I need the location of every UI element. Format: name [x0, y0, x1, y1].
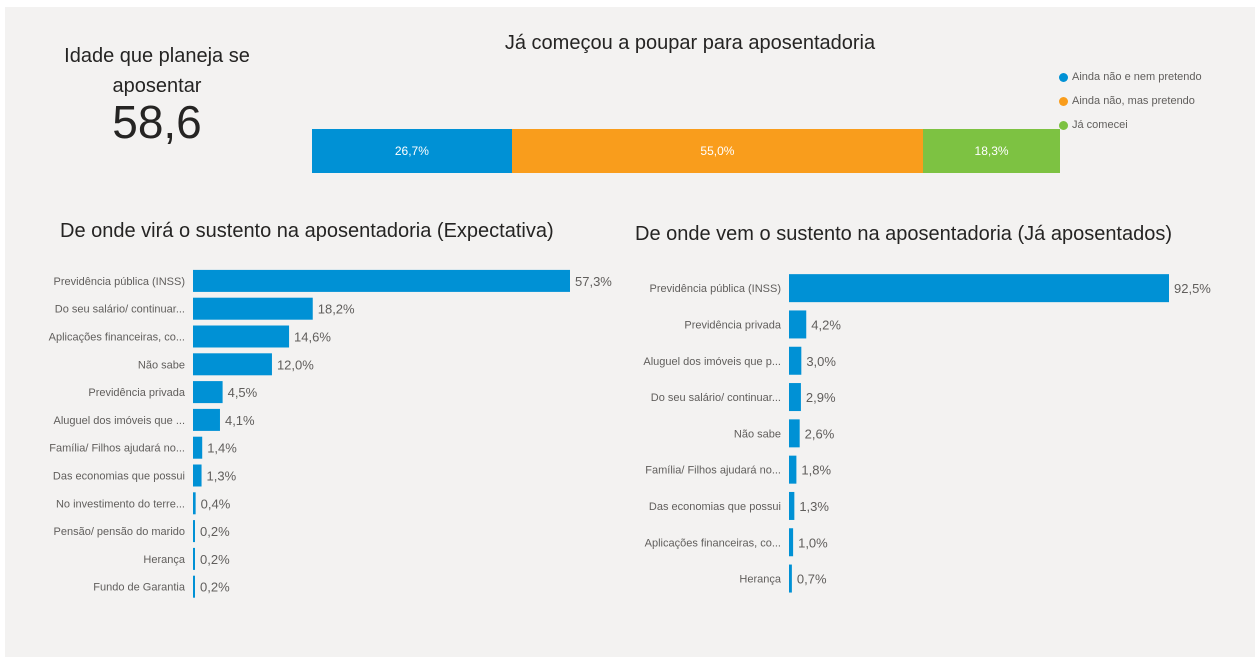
- dashboard-canvas: Idade que planeja se aposentar 58,6 Já c…: [5, 7, 1255, 657]
- legend-label: Ainda não, mas pretendo: [1072, 95, 1195, 107]
- value-label: 2,6%: [805, 426, 835, 441]
- value-label: 14,6%: [294, 330, 331, 345]
- value-label: 0,2%: [200, 552, 230, 567]
- category-label: Do seu salário/ continuar...: [651, 392, 781, 404]
- bar[interactable]: [193, 297, 313, 320]
- category-label: Não sabe: [734, 428, 781, 440]
- expectativa-chart-title: De onde virá o sustento na aposentadoria…: [60, 220, 554, 242]
- value-label: 18,2%: [318, 302, 355, 317]
- aposentados-bar-chart: Previdência pública (INSS) 92,5% Previdênc…: [605, 270, 1245, 597]
- category-label: Aplicações financeiras, co...: [645, 537, 781, 549]
- category-label: Herança: [739, 574, 781, 586]
- stacked-segment-ainda-nao-nem-pretendo[interactable]: 26,7%: [312, 129, 512, 173]
- value-label: 1,3%: [207, 469, 237, 484]
- stacked-bar[interactable]: 26,7% 55,0% 18,3%: [312, 129, 1061, 173]
- value-label: 0,2%: [200, 580, 230, 595]
- value-label: 0,4%: [201, 496, 231, 511]
- bar-chart-svg: Previdência pública (INSS) 57,3% Do seu sa…: [49, 269, 612, 598]
- category-label: Previdência privada: [684, 319, 781, 331]
- bar[interactable]: [789, 383, 801, 412]
- category-label: Família/ Filhos ajudará no...: [49, 443, 185, 455]
- bar[interactable]: [789, 310, 807, 339]
- legend-item[interactable]: Já comecei: [1059, 113, 1255, 137]
- value-label: 1,8%: [801, 463, 831, 478]
- category-label: Previdência privada: [88, 387, 185, 399]
- value-label: 1,4%: [207, 441, 237, 456]
- category-label: Aplicações financeiras, co...: [49, 332, 185, 344]
- bar[interactable]: [193, 325, 290, 348]
- value-label: 2,9%: [806, 390, 836, 405]
- value-label: 1,0%: [798, 535, 828, 550]
- kpi-label: Idade que planeja se aposentar: [64, 45, 250, 97]
- stacked-chart-title: Já começou a poupar para aposentadoria: [504, 32, 876, 54]
- stacked-legend: Ainda não e nem pretendo Ainda não, mas …: [1059, 65, 1255, 137]
- bar-chart-svg: Previdência pública (INSS) 92,5% Previdênc…: [643, 274, 1211, 593]
- value-label: 1,3%: [799, 499, 829, 514]
- value-label: 92,5%: [1174, 281, 1211, 296]
- category-label: Pensão/ pensão do marido: [54, 526, 185, 538]
- legend-label: Ainda não e nem pretendo: [1072, 71, 1202, 83]
- aposentados-chart-title: De onde vem o sustento na aposentadoria …: [635, 223, 1173, 245]
- bar[interactable]: [193, 353, 272, 376]
- bar[interactable]: [193, 547, 195, 570]
- category-label: Aluguel dos imóveis que ...: [54, 415, 185, 427]
- category-label: Das economias que possui: [53, 471, 185, 483]
- value-label: 0,2%: [200, 524, 230, 539]
- bar[interactable]: [789, 528, 794, 557]
- category-label: Das economias que possui: [649, 501, 781, 513]
- category-label: No investimento do terre...: [56, 498, 185, 510]
- category-label: Não sabe: [138, 359, 185, 371]
- bar[interactable]: [193, 464, 202, 487]
- bar[interactable]: [193, 436, 203, 459]
- value-label: 3,0%: [806, 354, 836, 369]
- category-label: Do seu salário/ continuar...: [55, 304, 185, 316]
- bar[interactable]: [193, 408, 220, 431]
- bar[interactable]: [193, 575, 195, 598]
- bar[interactable]: [193, 381, 223, 404]
- stacked-segment-ainda-nao-mas-pretendo[interactable]: 55,0%: [511, 129, 924, 173]
- value-label: 4,1%: [225, 413, 255, 428]
- bar[interactable]: [789, 491, 795, 520]
- value-label: 0,7%: [797, 572, 827, 587]
- value-label: 4,5%: [228, 385, 258, 400]
- legend-dot-icon: [1059, 120, 1068, 130]
- value-label: 57,3%: [575, 274, 612, 289]
- kpi-value: 58,6: [112, 96, 202, 148]
- category-label: Herança: [143, 554, 185, 566]
- category-label: Previdência pública (INSS): [650, 283, 781, 295]
- legend-item[interactable]: Ainda não e nem pretendo: [1059, 65, 1255, 89]
- category-label: Previdência pública (INSS): [54, 276, 185, 288]
- expectativa-bar-chart: Previdência pública (INSS) 57,3% Do seu sa…: [5, 267, 645, 601]
- bar[interactable]: [193, 492, 196, 515]
- stacked-segment-ja-comecei[interactable]: 18,3%: [923, 129, 1061, 173]
- category-label: Fundo de Garantia: [93, 582, 186, 594]
- bar[interactable]: [789, 455, 797, 484]
- legend-item[interactable]: Ainda não, mas pretendo: [1059, 89, 1255, 113]
- value-label: 4,2%: [811, 317, 841, 332]
- bar[interactable]: [789, 274, 1169, 303]
- legend-label: Já comecei: [1072, 119, 1128, 131]
- legend-dot-icon: [1059, 96, 1068, 106]
- category-label: Aluguel dos imóveis que p...: [643, 356, 781, 368]
- bar[interactable]: [193, 520, 195, 543]
- bar[interactable]: [789, 419, 800, 448]
- legend-dot-icon: [1059, 72, 1068, 82]
- bar[interactable]: [789, 346, 802, 375]
- value-label: 12,0%: [277, 357, 314, 372]
- bar[interactable]: [193, 269, 570, 292]
- bar[interactable]: [789, 564, 792, 593]
- category-label: Família/ Filhos ajudará no...: [645, 465, 781, 477]
